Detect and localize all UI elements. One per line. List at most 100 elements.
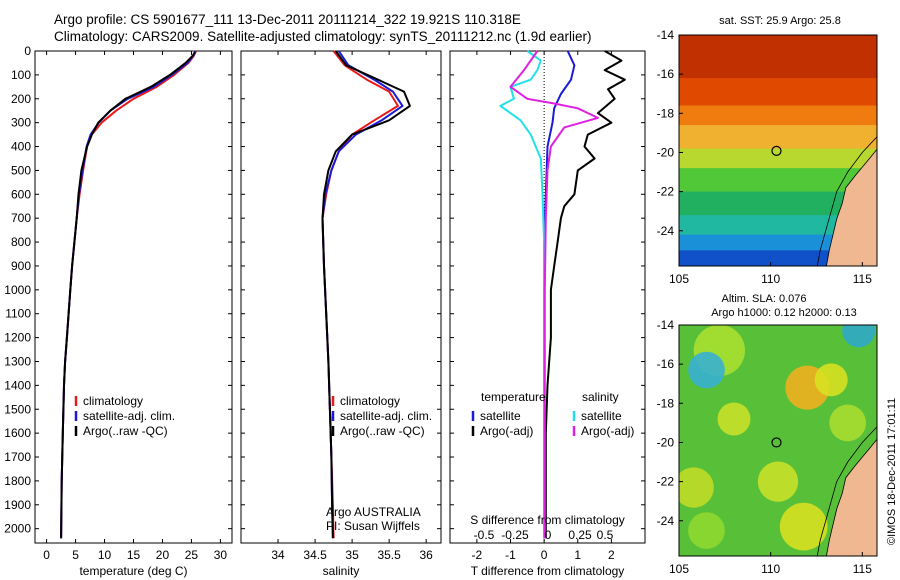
map-title-sst: sat. SST: 25.9 Argo: 25.8 xyxy=(719,15,841,27)
xtick-label: 25 xyxy=(185,548,199,562)
coast-contour xyxy=(816,426,877,556)
ytick-label: 300 xyxy=(11,116,31,130)
map-xtick-label: 105 xyxy=(669,272,689,286)
panel-frame-temperature xyxy=(34,50,233,544)
map-ytick-label: -18 xyxy=(657,396,675,410)
ytick-label: 200 xyxy=(11,92,31,106)
sla-anomaly-blob xyxy=(757,461,799,502)
map-ytick-label: -22 xyxy=(657,475,675,489)
map-frame-sst_map xyxy=(678,34,878,267)
sla-anomaly-blob xyxy=(779,502,828,551)
legend-label: satellite xyxy=(480,409,521,423)
series-line-s-argo-adj- xyxy=(509,50,599,539)
ytick-label: 1900 xyxy=(4,498,31,512)
sla-anomaly-blob xyxy=(717,402,751,436)
legend-label: climatology xyxy=(83,394,143,408)
map-ytick-label: -16 xyxy=(657,67,675,81)
sst-band xyxy=(679,78,877,107)
map-xtick-label: 110 xyxy=(761,562,780,576)
xtick-label: 5 xyxy=(72,548,79,562)
xtick-label: -2 xyxy=(472,548,483,562)
xtick-label: 36 xyxy=(420,548,434,562)
sla-anomaly-blob xyxy=(688,512,725,549)
map-ytick-label: -24 xyxy=(657,224,675,238)
x-axis-label: temperature (deg C) xyxy=(79,564,187,578)
legend-label: satellite-adj. clim. xyxy=(340,409,432,423)
argo-annotation: Argo AUSTRALIA xyxy=(326,505,421,519)
series-line-t-argo-adj- xyxy=(544,50,626,539)
xtick-label-salinity: 0 xyxy=(545,528,552,542)
ytick-label: 700 xyxy=(11,211,31,225)
legend-label: Argo(-adj) xyxy=(480,424,533,438)
ytick-label: 1800 xyxy=(4,474,31,488)
map-ytick-label: -14 xyxy=(657,318,675,332)
map-ytick-label: -16 xyxy=(657,357,675,371)
xtick-label-salinity: 0.5 xyxy=(597,528,614,542)
legend-title: salinity xyxy=(582,390,619,404)
xtick-label: 35.5 xyxy=(377,548,401,562)
argo-position-marker xyxy=(771,437,782,448)
map-xtick-label: 115 xyxy=(853,272,872,286)
map-ytick-label: -18 xyxy=(657,106,675,120)
series-line-argo-raw-qc- xyxy=(321,50,411,539)
xtick-label: 0 xyxy=(541,548,548,562)
map-ytick-label: -20 xyxy=(657,145,675,159)
ytick-label: 800 xyxy=(11,235,31,249)
ytick-label: 900 xyxy=(11,259,31,273)
ytick-label: 1300 xyxy=(4,354,31,368)
x-axis-label-top: S difference from climatology xyxy=(470,513,625,527)
x-axis-label: salinity xyxy=(323,564,360,578)
ytick-label: 1600 xyxy=(4,426,31,440)
xtick-label: 10 xyxy=(98,548,112,562)
panel-frame-difference xyxy=(449,50,646,544)
legend-label: Argo(..raw -QC) xyxy=(340,424,425,438)
sla-anomaly-blob xyxy=(679,467,714,508)
title-line-2: Climatology: CARS2009. Satellite-adjuste… xyxy=(54,29,592,44)
ytick-label: 1400 xyxy=(4,378,31,392)
xtick-label: 1 xyxy=(574,548,581,562)
ytick-label: 2000 xyxy=(4,522,31,536)
map-frame-sla_map xyxy=(678,324,878,557)
series-line-s-satellite xyxy=(499,50,546,539)
xtick-label: 34.5 xyxy=(303,548,327,562)
legend-label: satellite-adj. clim. xyxy=(83,409,175,423)
ytick-label: 500 xyxy=(11,163,31,177)
map-content-sla_map xyxy=(679,325,877,556)
xtick-label: 0 xyxy=(43,548,50,562)
xtick-label: 34 xyxy=(271,548,285,562)
sla-anomaly-blob xyxy=(829,404,867,442)
x-axis-label: T difference from climatology xyxy=(471,564,625,578)
legend-label: Argo(..raw -QC) xyxy=(83,424,168,438)
legend-title: temperature xyxy=(481,390,546,404)
xtick-label: -1 xyxy=(505,548,516,562)
ytick-label: 0 xyxy=(24,44,31,58)
ytick-label: 1500 xyxy=(4,402,31,416)
ytick-label: 1200 xyxy=(4,331,31,345)
argo-position-marker xyxy=(771,145,782,157)
panel-frame-salinity xyxy=(240,50,442,544)
xtick-label-salinity: -0.5 xyxy=(474,528,495,542)
map-ytick-label: -24 xyxy=(657,514,675,528)
ytick-label: 600 xyxy=(11,187,31,201)
xtick-label-salinity: -0.25 xyxy=(501,528,529,542)
argo-annotation: PI: Susan Wijffels xyxy=(326,519,420,533)
xtick-label: 35 xyxy=(345,548,359,562)
australia-land xyxy=(826,148,877,266)
ytick-label: 400 xyxy=(11,140,31,154)
map-subtitle-sla: Argo h1000: 0.12 h2000: 0.13 xyxy=(711,307,857,319)
map-content-sst_map xyxy=(679,35,877,266)
sst-band xyxy=(679,35,877,80)
map-ytick-label: -20 xyxy=(657,435,675,449)
legend-label: climatology xyxy=(340,394,400,408)
xtick-label-salinity: 0.25 xyxy=(568,528,592,542)
series-line-argo-raw-qc- xyxy=(60,51,196,539)
sst-band xyxy=(679,234,877,252)
xtick-label: 15 xyxy=(127,548,141,562)
title-line-1: Argo profile: CS 5901677_111 13-Dec-2011… xyxy=(54,12,521,27)
coast-contour xyxy=(816,136,877,266)
xtick-label: 30 xyxy=(214,548,228,562)
sst-band xyxy=(679,168,877,193)
ytick-label: 100 xyxy=(11,68,31,82)
map-xtick-label: 105 xyxy=(669,562,689,576)
